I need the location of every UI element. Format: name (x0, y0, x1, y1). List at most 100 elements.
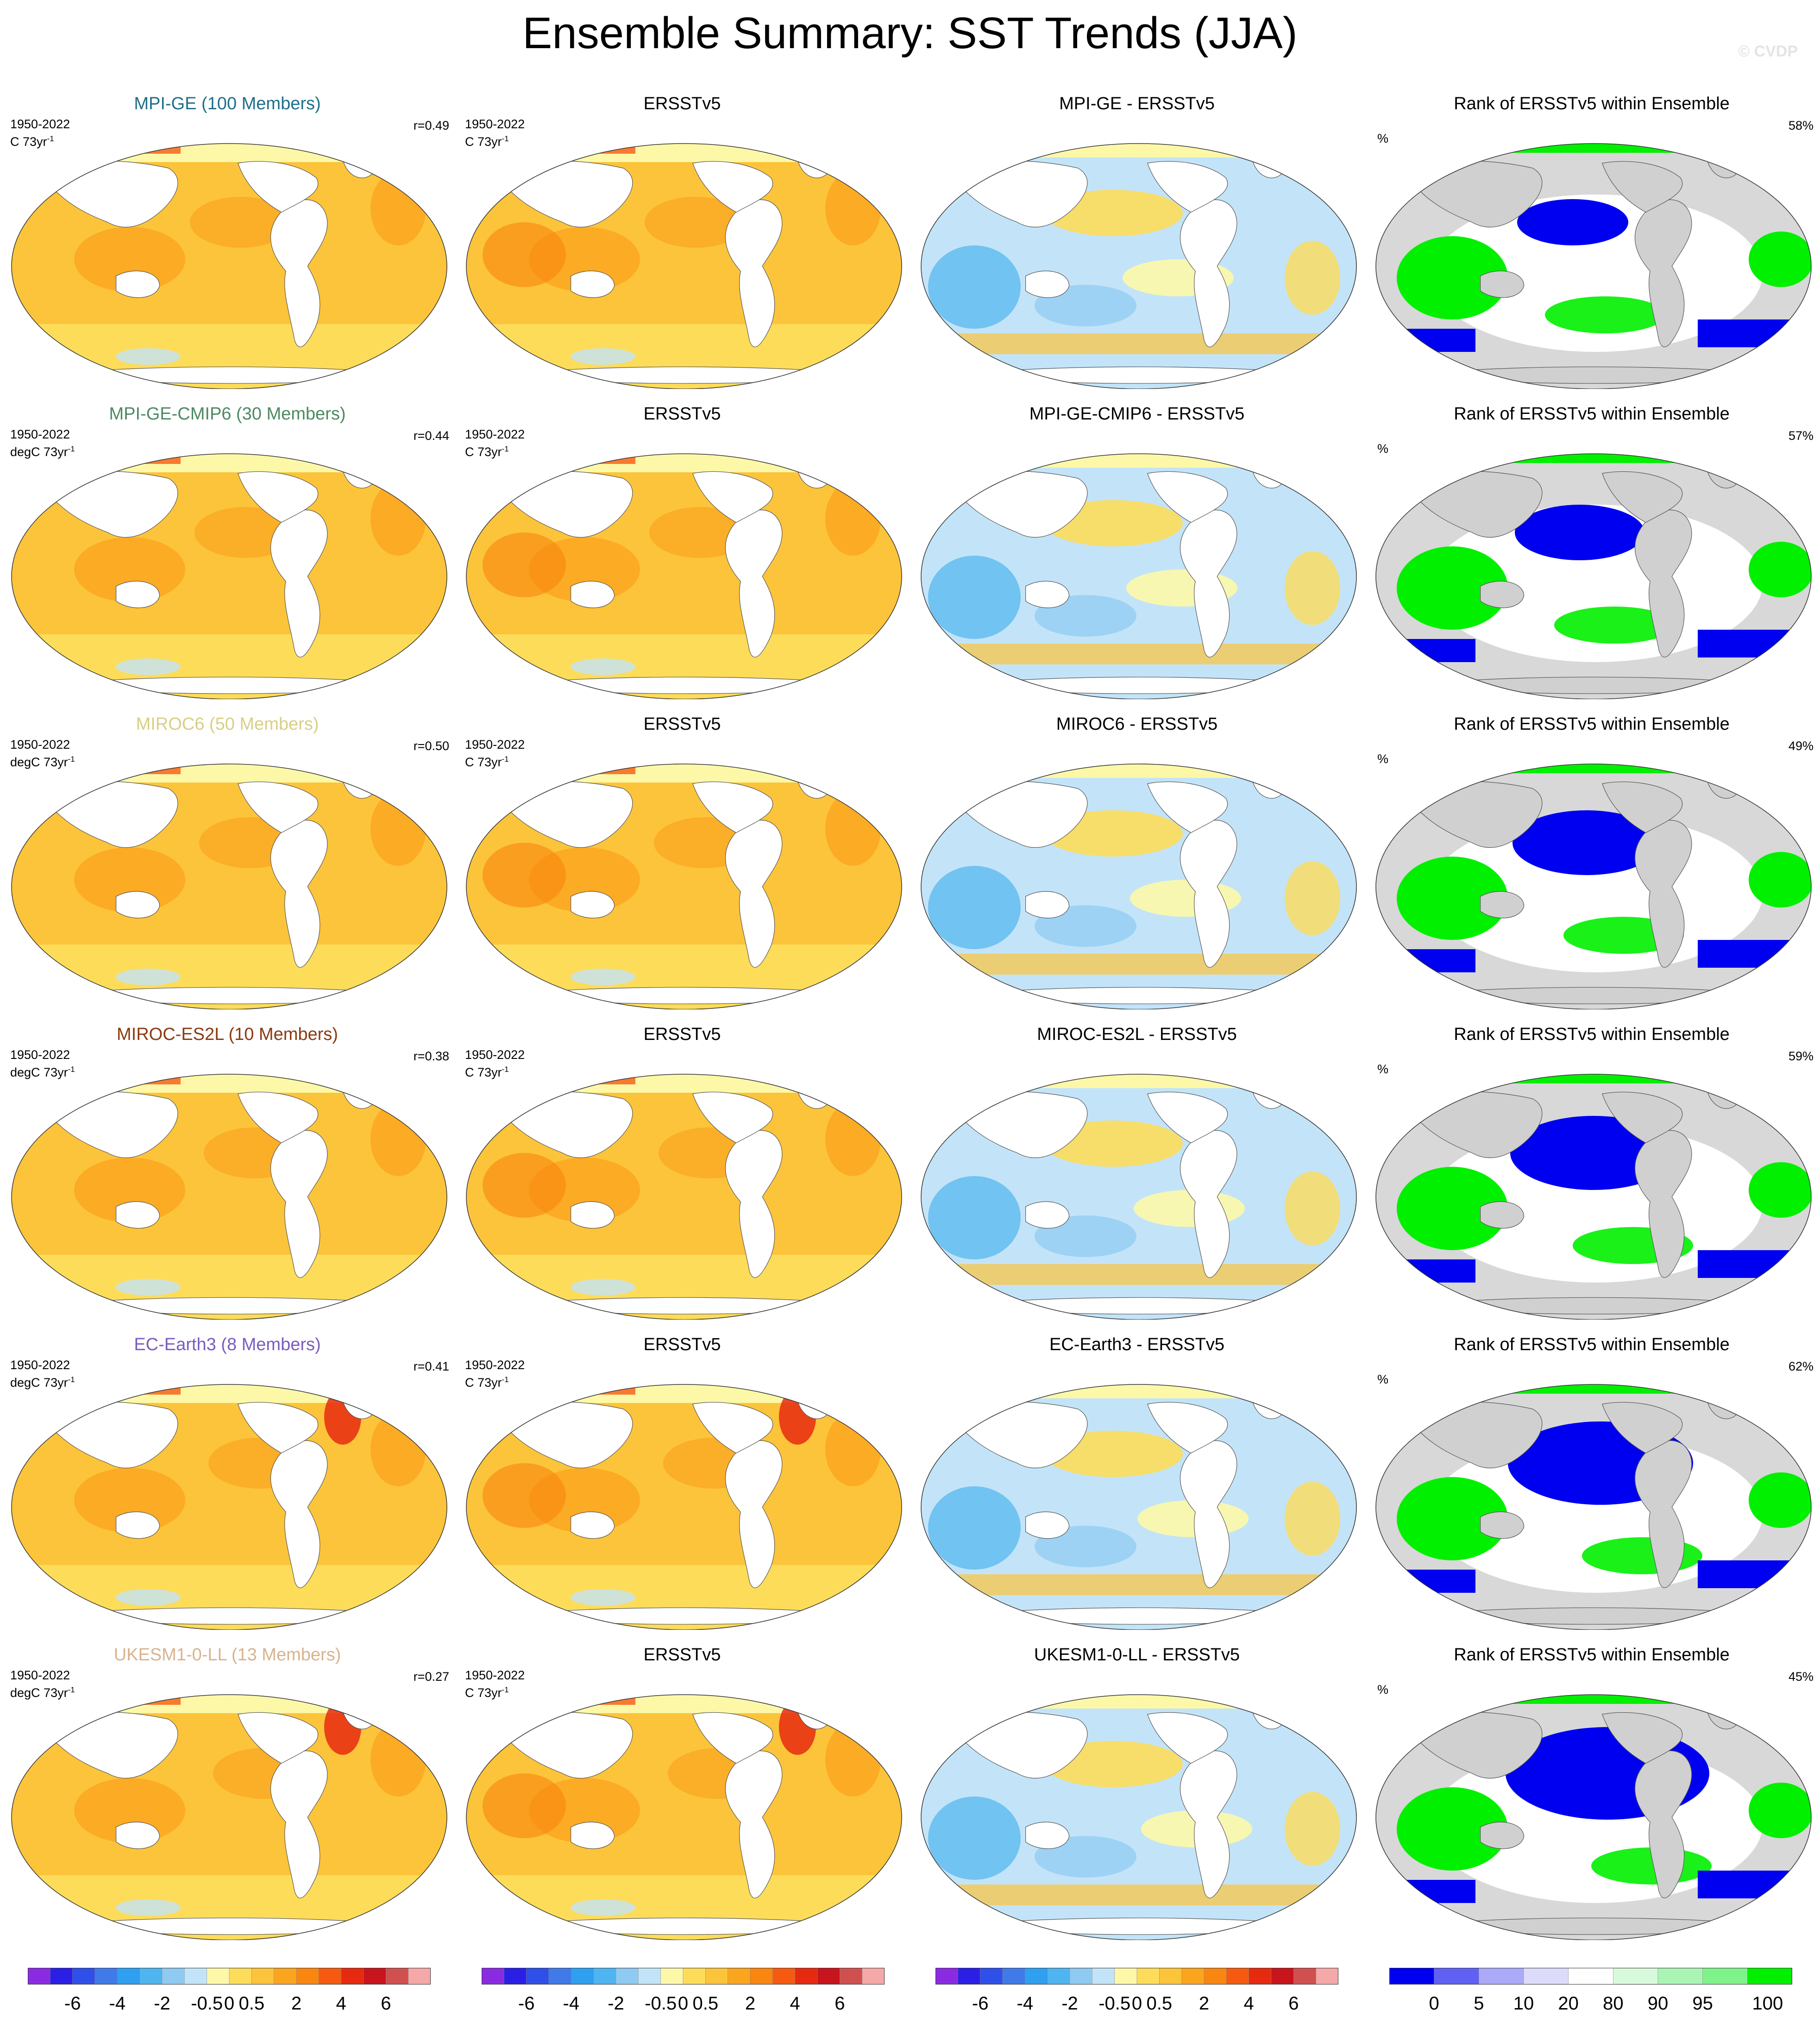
colorbar-tick-label: 0 (1429, 1993, 1439, 2014)
colorbar-swatch (251, 1968, 274, 1984)
colorbar-tick-label: -4 (109, 1993, 126, 2014)
difference-map (921, 453, 1357, 699)
period-label: 1950-2022 (465, 1668, 525, 1682)
colorbar-swatch (50, 1968, 73, 1984)
obs-trend-map (466, 764, 902, 1009)
colorbar-swatch (1002, 1968, 1025, 1984)
colorbar-tick-label: 5 (1474, 1993, 1484, 2014)
diff-title: MPI-GE - ERSSTv5 (1059, 94, 1215, 113)
colorbar-swatch (1523, 1968, 1569, 1984)
obs-trend-map (466, 1074, 902, 1320)
rank-map (1375, 453, 1812, 699)
period-label: 1950-2022 (465, 738, 525, 751)
trend-colorbar: -6 -4 -2 -0.5 0 0.5 2 4 6 (482, 1968, 912, 2019)
difference-map (921, 1384, 1357, 1630)
period-units: 1950-2022 degC 73yr-1 (10, 1668, 75, 1700)
pattern-correlation: r=0.49 (413, 119, 449, 132)
rank-percent: 57% (1788, 429, 1814, 443)
rank-panel: Rank of ERSSTv5 within Ensemble 45%% (1364, 1644, 1819, 1954)
period-label: 1950-2022 (465, 1048, 525, 1062)
colorbar-swatch (728, 1968, 751, 1984)
colorbar-swatch (139, 1968, 163, 1984)
colorbar-swatch (772, 1968, 795, 1984)
period-units: 1950-2022 C 73yr-1 (465, 1668, 525, 1700)
rank-panel: Rank of ERSSTv5 within Ensemble 59%% (1364, 1023, 1819, 1333)
pattern-correlation: r=0.44 (413, 429, 449, 443)
colorbar-swatch (1092, 1968, 1115, 1984)
colorbar-swatch (795, 1968, 818, 1984)
period-units: 1950-2022 degC 73yr-1 (10, 427, 75, 459)
units-exponent: -1 (502, 755, 509, 764)
model-trend-map (11, 143, 447, 389)
units-exponent: -1 (68, 1375, 75, 1384)
watermark: © CVDP (1738, 43, 1798, 60)
colorbar-tick-label: 4 (1243, 1993, 1254, 2014)
rank-unit: % (1377, 1062, 1389, 1076)
diff-panel: MIROC-ES2L - ERSSTv5 (910, 1023, 1364, 1333)
units-exponent: -1 (68, 1685, 75, 1694)
colorbar-swatch (526, 1968, 549, 1984)
period-units: 1950-2022 C 73yr-1 (10, 117, 70, 149)
colorbar-tick-label: -2 (154, 1993, 170, 2014)
colorbar-swatch (1249, 1968, 1272, 1984)
colorbar-swatch (750, 1968, 773, 1984)
difference-map (921, 1694, 1357, 1940)
colorbar-swatch (1114, 1968, 1137, 1984)
colorbar-tick-label: 2 (745, 1993, 756, 2014)
rank-panel: Rank of ERSSTv5 within Ensemble 58%% (1364, 93, 1819, 403)
period-units: 1950-2022 C 73yr-1 (465, 427, 525, 459)
colorbar-swatch (660, 1968, 684, 1984)
units-exponent: -1 (502, 1065, 509, 1074)
model-title: MIROC-ES2L (10 Members) (117, 1025, 338, 1044)
rank-unit: % (1377, 442, 1389, 456)
obs-title: ERSSTv5 (643, 1335, 721, 1354)
period-label: 1950-2022 (10, 117, 70, 131)
obs-title: ERSSTv5 (643, 1645, 721, 1665)
colorbar-swatch (296, 1968, 319, 1984)
difference-map (921, 143, 1357, 389)
colorbar-swatches (482, 1968, 885, 1984)
rank-percent: 45% (1788, 1670, 1814, 1684)
rank-map (1375, 764, 1812, 1009)
rank-percent: 62% (1788, 1359, 1814, 1373)
colorbar-tick-label: 80 (1603, 1993, 1624, 2014)
period-units: 1950-2022 degC 73yr-1 (10, 737, 75, 770)
model-title: EC-Earth3 (8 Members) (134, 1335, 321, 1354)
colorbar-tick-label: -4 (563, 1993, 580, 2014)
period-label: 1950-2022 (10, 1048, 70, 1062)
diff-panel: MIROC6 - ERSSTv5 (910, 713, 1364, 1023)
rank-title: Rank of ERSSTv5 within Ensemble (1454, 714, 1730, 734)
model-panel: MIROC-ES2L (10 Members) 1950-2022 degC 73y… (0, 1023, 455, 1333)
rank-panel: Rank of ERSSTv5 within Ensemble 49%% (1364, 713, 1819, 1023)
colorbar-swatch (408, 1968, 431, 1984)
units-exponent: -1 (502, 134, 509, 143)
period-label: 1950-2022 (465, 117, 525, 131)
units-label: degC 73yr (10, 1065, 68, 1079)
units-label: degC 73yr (10, 755, 68, 769)
obs-panel: ERSSTv5 1950-2022 C 73yr-1 (455, 1023, 910, 1333)
period-units: 1950-2022 C 73yr-1 (465, 1047, 525, 1080)
rank-unit: % (1377, 1372, 1389, 1386)
pattern-correlation: r=0.27 (413, 1670, 449, 1684)
colorbar-tick-label: 0 (224, 1993, 235, 2014)
colorbar-swatch (705, 1968, 728, 1984)
colorbar-tick-label: -6 (972, 1993, 989, 2014)
model-trend-map (11, 1384, 447, 1630)
colorbar-swatch (1159, 1968, 1182, 1984)
period-label: 1950-2022 (465, 1358, 525, 1372)
colorbar-tick-label: -2 (1061, 1993, 1078, 2014)
rank-panel: Rank of ERSSTv5 within Ensemble 62%% (1364, 1333, 1819, 1644)
rank-percent: 59% (1788, 1049, 1814, 1063)
colorbar-swatch (1613, 1968, 1658, 1984)
diff-title: EC-Earth3 - ERSSTv5 (1049, 1335, 1224, 1354)
colorbar-tick-label: -6 (64, 1993, 81, 2014)
colorbar-swatch (184, 1968, 207, 1984)
rank-panel: Rank of ERSSTv5 within Ensemble 57%% (1364, 403, 1819, 713)
colorbar-swatch (840, 1968, 862, 1984)
colorbar-swatch (935, 1968, 958, 1984)
rank-colorbar: 0 5 10 20 80 90 95 100 (1389, 1968, 1820, 2019)
trend-colorbar: -6 -4 -2 -0.5 0 0.5 2 4 6 (28, 1968, 458, 2019)
colorbar-tick-label: 4 (790, 1993, 800, 2014)
rank-title: Rank of ERSSTv5 within Ensemble (1454, 1645, 1730, 1665)
colorbar-swatch (274, 1968, 297, 1984)
